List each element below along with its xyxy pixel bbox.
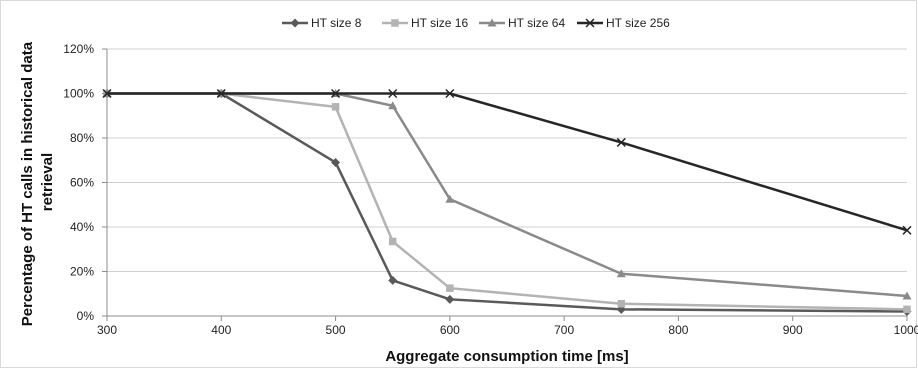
legend-label: HT size 16 [411,16,468,30]
y-tick-label: 40% [70,220,94,234]
x-tick-label: 800 [668,323,688,337]
legend-label: HT size 64 [508,16,565,30]
data-point [616,269,626,278]
y-tick-labels: 0% 20% 40% 60% 80% 100% 120% [63,42,94,323]
series-lines [102,88,912,317]
x-tick-labels: 300 400 500 600 700 800 900 1000 [97,323,918,337]
y-axis-title-line-1: Percentage of HT calls in historical dat… [19,41,36,326]
legend-label: HT size 256 [606,16,670,30]
data-point [388,237,397,246]
data-point [102,88,112,99]
data-point [616,137,626,147]
y-tick-label: 100% [63,87,94,101]
data-point [445,194,455,203]
data-point [388,275,398,285]
legend-marker [290,18,300,28]
y-tick-label: 20% [70,265,94,279]
x-tick-label: 600 [440,323,460,337]
legend: HT size 8 HT size 16 HT size 64 HT size 256 [282,16,670,30]
x-tick-label: 400 [211,323,231,337]
data-point [902,225,912,235]
y-axis-title-line-2: retrieval [39,153,56,211]
y-tick-label: 60% [70,176,94,190]
legend-label: HT size 8 [311,16,362,30]
data-point [388,101,398,110]
data-point [388,88,398,99]
legend-marker [391,19,399,27]
data-point [445,294,455,304]
data-point [446,284,454,292]
x-tick-label: 500 [326,323,346,337]
data-point [445,88,455,99]
legend-item-4: HT size 256 [577,16,670,30]
data-point [617,300,626,308]
series-4 [102,88,912,235]
data-point [216,88,226,99]
data-point [331,88,341,99]
y-tick-label: 80% [70,131,94,145]
y-axis-title: Percentage of HT calls in historical dat… [19,38,56,326]
legend-item-1: HT size 8 [282,16,362,30]
legend-item-3: HT size 64 [479,16,565,30]
data-point [902,291,912,300]
x-tick-label: 300 [97,323,117,337]
x-axis-title: Aggregate consumption time [ms] [385,348,628,365]
legend-marker [487,18,497,27]
y-tick-label: 0% [77,309,95,323]
legend-item-2: HT size 16 [382,16,468,30]
data-point [903,305,911,314]
data-point [331,157,341,167]
x-tick-label: 1000 [894,323,918,337]
y-tick-label: 120% [63,42,94,56]
x-tick-label: 900 [783,323,803,337]
data-point [331,103,340,111]
x-tick-label: 700 [554,323,574,337]
legend-marker [585,18,595,28]
